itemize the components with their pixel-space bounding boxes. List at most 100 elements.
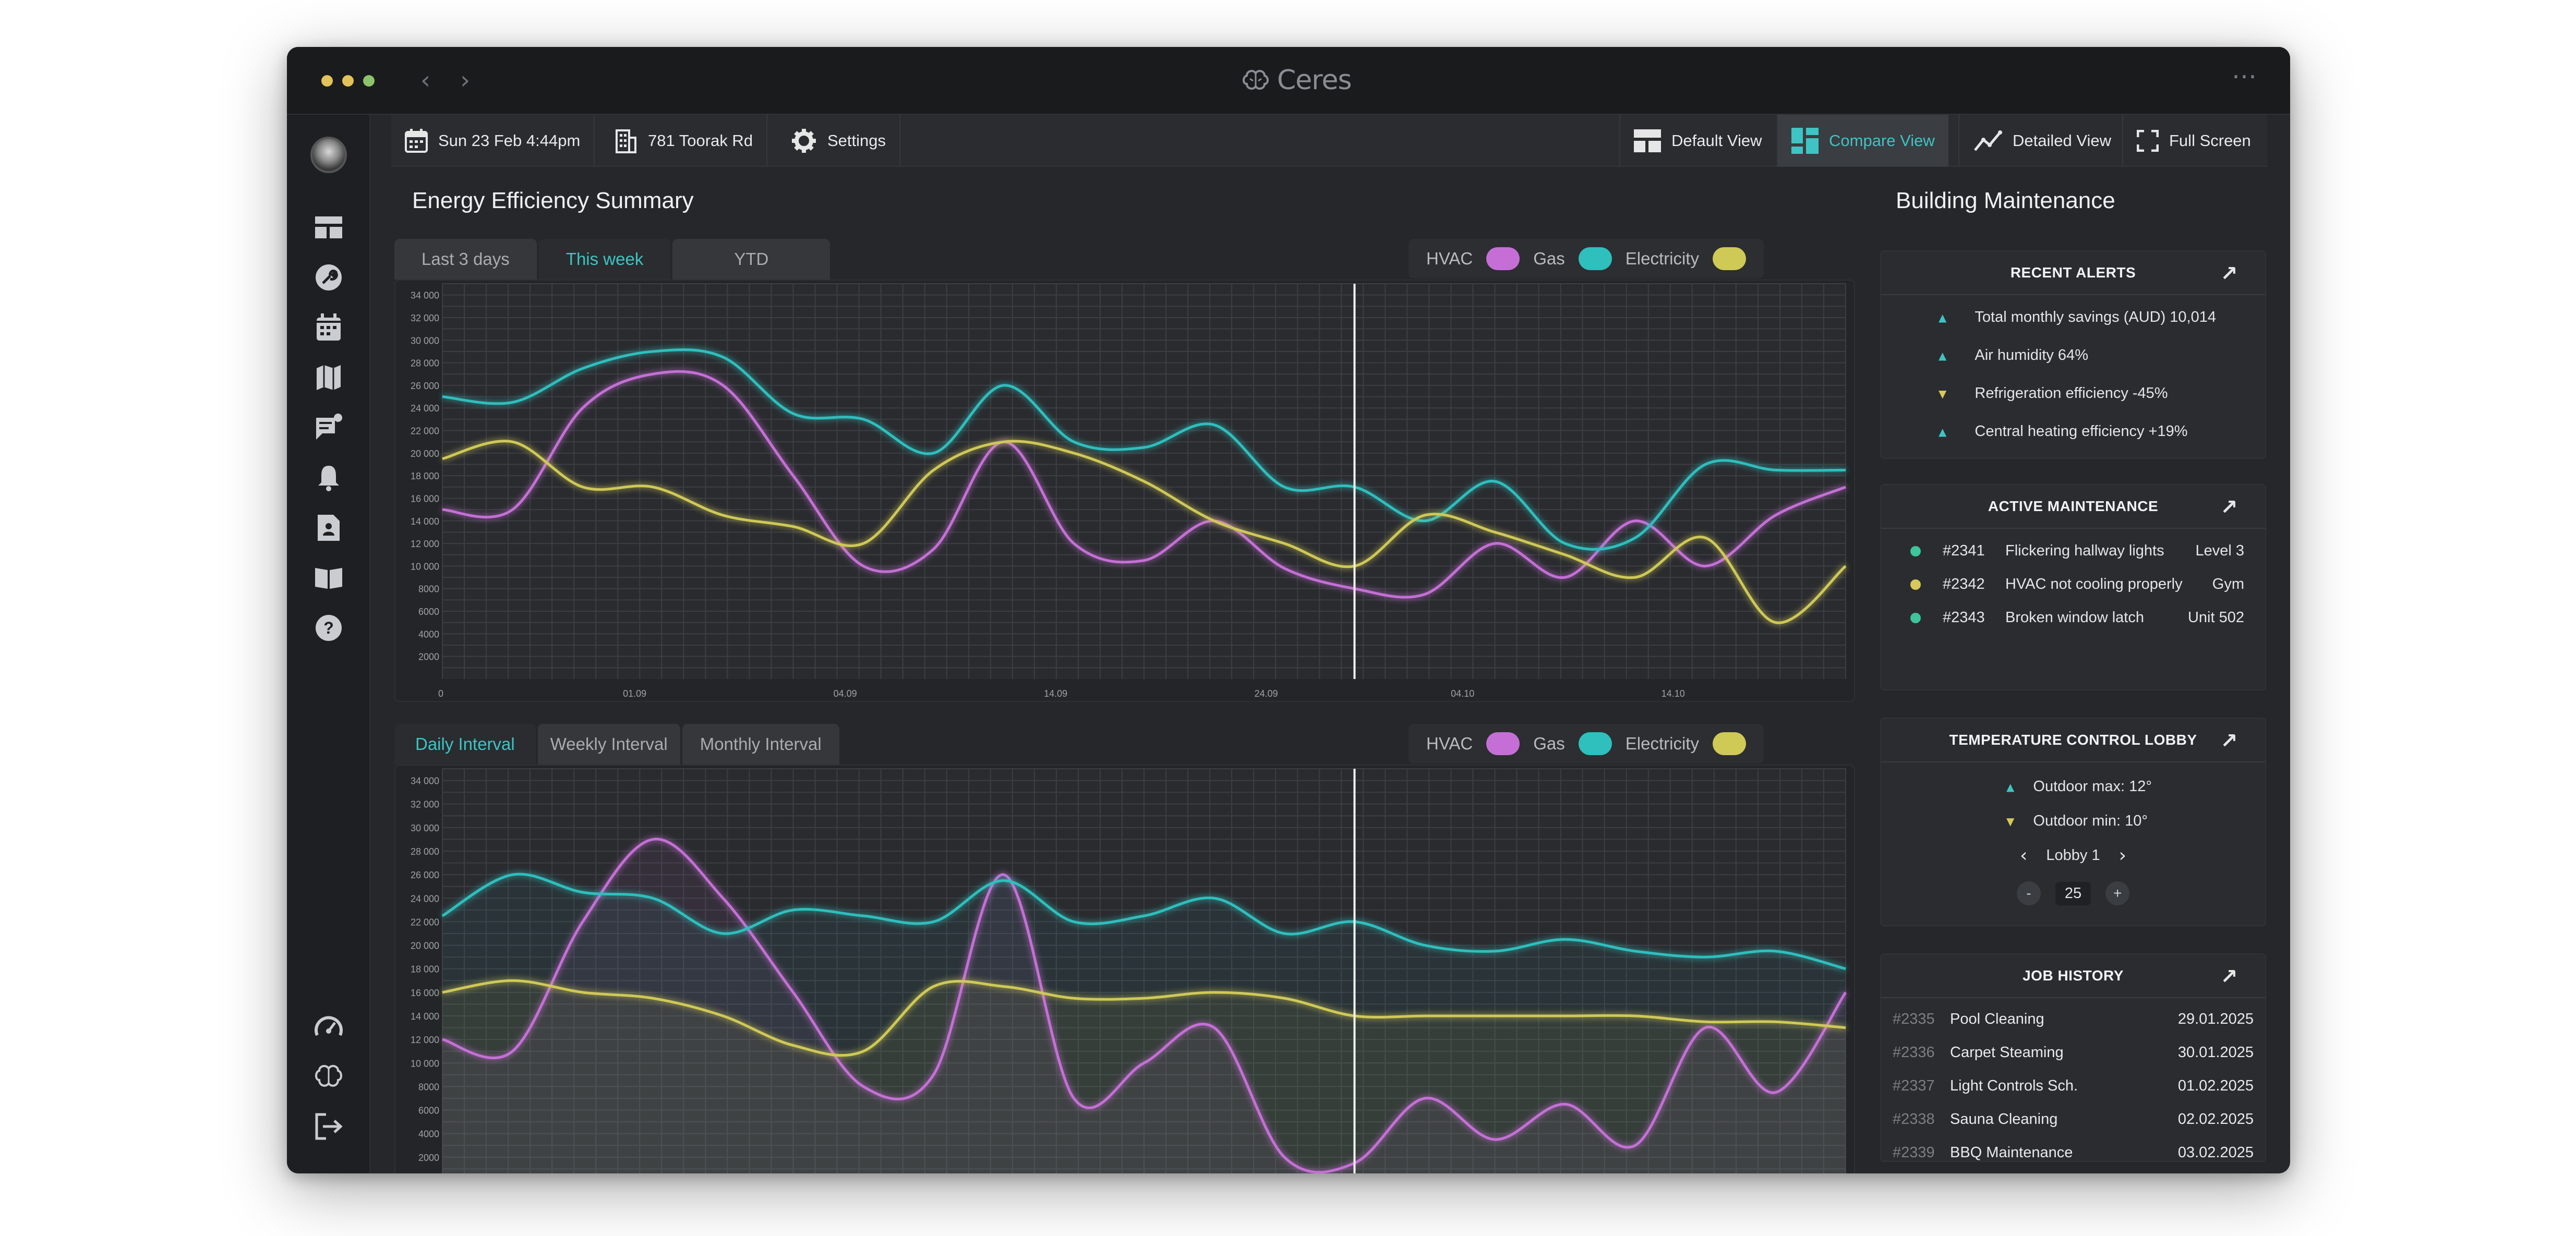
y-tick-label: 10 000 <box>411 1058 439 1069</box>
legend-hvac-toggle[interactable] <box>1486 247 1520 270</box>
temperature-value[interactable]: 25 <box>2055 881 2091 905</box>
area-chart-bottom[interactable]: 2000 4000 6000 8000 10 000 12 000 14 000 16 000… <box>395 766 1854 1173</box>
range-tabs: Last 3 days This week YTD <box>394 239 830 280</box>
window-minimize-button[interactable] <box>342 75 354 87</box>
job-row[interactable]: #2339 BBQ Maintenance 03.02.2025 <box>1893 1144 2254 1161</box>
tab-this-week[interactable]: This week <box>538 239 671 280</box>
expand-arrow-icon[interactable]: ↗ <box>2220 262 2238 286</box>
maintenance-row[interactable]: #2341 Flickering hallway lights Level 3 <box>1910 542 2244 560</box>
legend-gas-toggle[interactable] <box>1578 247 1612 270</box>
maintenance-task: HVAC not cooling properly <box>2005 576 2183 592</box>
job-date: 03.02.2025 <box>2177 1144 2254 1161</box>
up-triangle-icon: ▲ <box>1939 311 1947 324</box>
maintenance-row[interactable]: #2343 Broken window latch Unit 502 <box>1910 609 2244 626</box>
y-tick-label: 2000 <box>418 652 439 662</box>
lobby-label: Lobby 1 <box>2046 847 2100 864</box>
legend-hvac-toggle[interactable] <box>1486 732 1520 755</box>
legend-electricity-toggle[interactable] <box>1712 247 1746 270</box>
forward-arrow-icon[interactable]: › <box>460 66 471 95</box>
y-tick-label: 6000 <box>418 607 439 617</box>
more-options-icon[interactable]: ⋯ <box>2232 62 2257 91</box>
detailed-view-button[interactable]: Detailed View <box>1958 115 2125 167</box>
y-tick-label: 4000 <box>418 629 439 639</box>
gauge-icon[interactable] <box>313 1011 344 1042</box>
job-row[interactable]: #2338 Sauna Cleaning 02.02.2025 <box>1893 1111 2254 1128</box>
job-row[interactable]: #2336 Carpet Steaming 30.01.2025 <box>1893 1044 2254 1061</box>
brain-icon[interactable] <box>313 1061 344 1092</box>
y-tick-label: 20 000 <box>411 449 439 459</box>
tab-daily-interval[interactable]: Daily Interval <box>394 724 536 765</box>
tab-monthly-interval[interactable]: Monthly Interval <box>682 724 839 765</box>
expand-arrow-icon[interactable]: ↗ <box>2220 729 2238 753</box>
y-tick-label: 32 000 <box>411 313 439 323</box>
y-tick-label: 14 000 <box>411 1011 439 1022</box>
alert-row[interactable]: ▼ Refrigeration efficiency -45% <box>1939 385 2168 402</box>
series-line-electricity <box>442 440 1847 624</box>
avatar[interactable] <box>310 137 347 173</box>
address-button[interactable]: 781 Toorak Rd <box>601 115 768 167</box>
tab-weekly-interval[interactable]: Weekly Interval <box>537 724 680 765</box>
maintenance-id: #2342 <box>1943 576 1985 592</box>
full-screen-label: Full Screen <box>2169 131 2251 150</box>
job-row[interactable]: #2337 Light Controls Sch. 01.02.2025 <box>1893 1077 2254 1095</box>
y-tick-label: 32 000 <box>411 799 439 810</box>
window-close-button[interactable] <box>321 75 333 87</box>
calendar-icon[interactable] <box>313 312 344 343</box>
y-tick-label: 34 000 <box>411 776 439 786</box>
up-triangle-icon: ▲ <box>2006 780 2015 793</box>
map-icon[interactable] <box>313 362 344 393</box>
contact-icon[interactable] <box>313 512 344 543</box>
date-button[interactable]: Sun 23 Feb 4:44pm <box>391 115 595 167</box>
y-tick-label: 30 000 <box>411 823 439 833</box>
default-view-button[interactable]: Default View <box>1619 115 1775 167</box>
app-name: Ceres <box>1277 65 1352 96</box>
active-maintenance-header: ACTIVE MAINTENANCE ↗ <box>1881 485 2265 529</box>
bell-icon[interactable] <box>313 462 344 493</box>
expand-arrow-icon[interactable]: ↗ <box>2220 965 2238 989</box>
full-screen-button[interactable]: Full Screen <box>2122 115 2265 167</box>
alert-row[interactable]: ▲ Total monthly savings (AUD) 10,014 <box>1939 309 2216 326</box>
alert-row[interactable]: ▲ Central heating efficiency +19% <box>1939 423 2188 440</box>
job-name: Carpet Steaming <box>1950 1044 2064 1061</box>
chevron-left-icon[interactable]: ‹ <box>2019 845 2028 866</box>
down-triangle-icon: ▼ <box>1939 387 1947 400</box>
chat-icon[interactable] <box>313 412 344 443</box>
y-tick-label: 30 000 <box>411 335 439 346</box>
line-chart-top[interactable]: 2000 4000 6000 8000 10 000 12 000 14 000 16 000… <box>395 281 1854 701</box>
building-maintenance-title: Building Maintenance <box>1896 188 2115 213</box>
settings-button[interactable]: Settings <box>777 115 901 167</box>
window-maximize-button[interactable] <box>363 75 375 87</box>
chevron-right-icon[interactable]: › <box>2118 845 2126 866</box>
alert-row[interactable]: ▲ Air humidity 64% <box>1939 347 2088 364</box>
job-row[interactable]: #2335 Pool Cleaning 29.01.2025 <box>1893 1011 2254 1028</box>
tab-last-3-days[interactable]: Last 3 days <box>394 239 537 280</box>
job-id: #2335 <box>1893 1011 1935 1027</box>
default-view-label: Default View <box>1671 131 1762 150</box>
temperature-stepper: - 25 + <box>1881 881 2265 905</box>
decrease-button[interactable]: - <box>2016 881 2041 905</box>
outdoor-min-label: Outdoor min: 10° <box>2033 813 2148 829</box>
book-icon[interactable] <box>313 562 344 593</box>
legend-electricity-toggle[interactable] <box>1712 732 1746 755</box>
wrench-icon[interactable] <box>313 262 344 293</box>
chart-panel-bottom: 2000 4000 6000 8000 10 000 12 000 14 000 16 000… <box>394 765 1855 1173</box>
gear-icon <box>792 129 816 153</box>
back-arrow-icon[interactable]: ‹ <box>420 66 431 95</box>
fullscreen-icon <box>2137 130 2159 152</box>
y-tick-label: 20 000 <box>411 941 439 951</box>
dashboard-icon[interactable] <box>313 212 344 243</box>
expand-arrow-icon[interactable]: ↗ <box>2220 495 2238 519</box>
y-tick-label: 8000 <box>418 1082 439 1092</box>
compare-view-button[interactable]: Compare View <box>1777 115 1948 167</box>
chart-legend-top: HVAC Gas Electricity <box>1409 239 1764 278</box>
tab-ytd[interactable]: YTD <box>672 239 830 280</box>
increase-button[interactable]: + <box>2105 881 2130 905</box>
up-triangle-icon: ▲ <box>1939 425 1947 438</box>
y-tick-label: 22 000 <box>411 426 439 437</box>
temperature-control-card: TEMPERATURE CONTROL LOBBY ↗ ▲ Outdoor ma… <box>1880 718 2266 926</box>
legend-gas-toggle[interactable] <box>1578 732 1612 755</box>
maintenance-row[interactable]: #2342 HVAC not cooling properly Gym <box>1910 576 2244 593</box>
interval-tabs: Daily Interval Weekly Interval Monthly I… <box>394 724 839 765</box>
logout-icon[interactable] <box>313 1111 344 1142</box>
help-icon[interactable]: ? <box>313 612 344 644</box>
